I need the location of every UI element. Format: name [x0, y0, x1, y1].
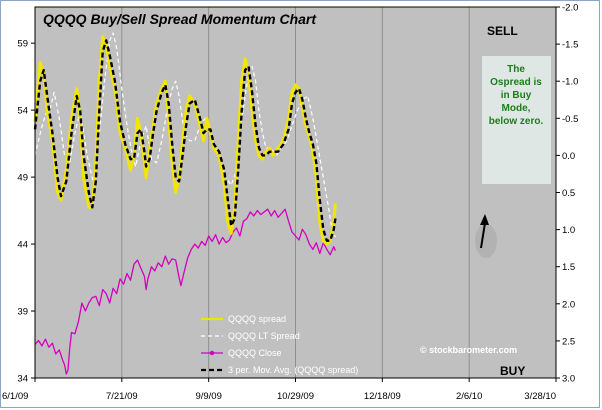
left-tick-label: 54 [17, 106, 28, 117]
buy-label: BUY [500, 364, 525, 378]
right-tick-label: 0.5 [562, 188, 575, 199]
sell-label: SELL [487, 24, 518, 38]
x-tick-label: 9/9/09 [195, 391, 221, 402]
right-tick-label: -2.0 [562, 3, 578, 14]
legend-label: QQQQ spread [228, 314, 286, 324]
right-tick-label: 3.0 [562, 374, 575, 385]
x-tick-label: 3/28/10 [524, 391, 556, 402]
left-tick-label: 49 [17, 173, 28, 184]
legend-label: 3 per. Mov. Avg. (QQQQ spread) [228, 365, 358, 375]
grid [121, 7, 470, 378]
left-tick-label: 39 [17, 307, 28, 318]
left-tick-label: 44 [17, 240, 28, 251]
legend: QQQQ spread QQQQ LT Spread QQQQ Close 3 per… [201, 314, 358, 375]
x-tick-label: 2/6/10 [456, 391, 482, 402]
series-layer [33, 32, 337, 375]
right-tick-label: -0.5 [562, 114, 578, 125]
annotation-box [482, 56, 551, 184]
x-tick-label: 10/29/09 [277, 391, 314, 402]
up-arrow-icon [475, 214, 497, 258]
plot-border [34, 6, 557, 379]
x-tick-label: 7/21/09 [106, 391, 138, 402]
legend-marker [209, 350, 215, 356]
chart-title: QQQQ Buy/Sell Spread Momentum Chart [43, 11, 317, 27]
watermark: © stockbarometer.com [420, 345, 517, 355]
legend-label: QQQQ Close [228, 348, 282, 358]
note-line-5: below zero. [489, 116, 544, 127]
left-tick-label: 59 [17, 39, 28, 50]
note-line-2: Ospread is [490, 77, 542, 88]
note-line-1: The [507, 64, 525, 75]
right-tick-label: 1.0 [562, 225, 575, 236]
series-qqqq-lt-spread [34, 32, 336, 238]
note-line-3: in Buy [501, 90, 532, 101]
series-qqqq-close [34, 208, 337, 375]
series-3-per-mov-avg-qqqq-spread [33, 39, 337, 242]
right-tick-label: -1.5 [562, 40, 578, 51]
note-line-4: Mode, [502, 103, 531, 114]
right-tick-label: 1.5 [562, 262, 575, 273]
right-tick-label: -1.0 [562, 77, 578, 88]
left-tick-label: 34 [17, 374, 28, 385]
right-tick-label: 2.5 [562, 336, 575, 347]
legend-label: QQQQ LT Spread [228, 331, 300, 341]
right-tick-label: 0.0 [562, 151, 575, 162]
x-tick-label: 12/18/09 [364, 391, 401, 402]
axes: 34 39 44 49 54 59 -2.0 -1.5 -1.0 -0.5 0.0 0.5 1.0 1.5… [2, 3, 578, 403]
right-tick-label: 2.0 [562, 299, 575, 310]
x-tick-label: 6/1/09 [2, 391, 28, 402]
